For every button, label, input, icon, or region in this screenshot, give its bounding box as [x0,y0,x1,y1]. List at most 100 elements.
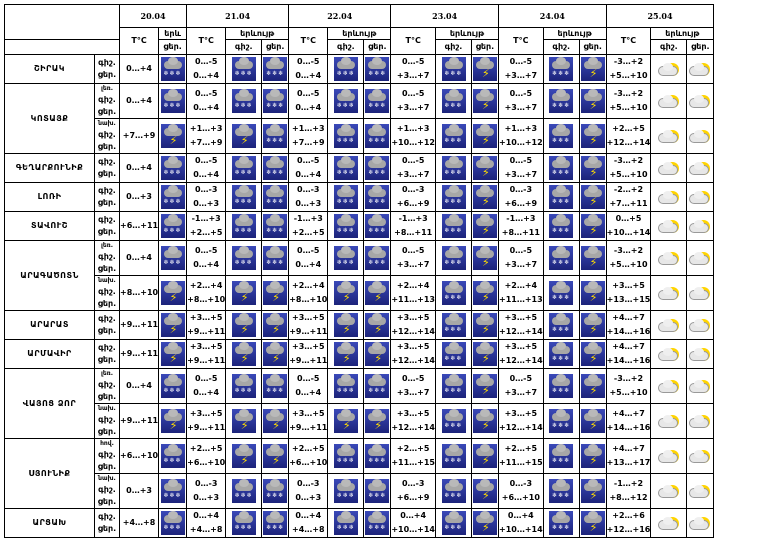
sun-cloud-icon [656,246,681,270]
temperature-value: +4…+8 [292,525,325,534]
temperature-value: +12…+14 [499,327,543,336]
weather-icon-cell: ❄❄❄ [435,403,472,439]
snow-cloud-icon: ❄❄❄ [231,214,256,238]
temperature-value: +3…+7 [396,260,430,269]
weather-icon-cell [686,153,715,183]
thunderstorm-icon: ⚡ [580,185,605,209]
night-label: գիշ. [98,215,116,224]
snow-cloud-icon: ❄❄❄ [231,246,256,270]
temperature-cell: +3…+5 +12…+14 [390,339,436,369]
temperature-value: +12…+14 [391,356,435,365]
thunderstorm-icon: ⚡ [231,281,256,305]
temperature-value: +3…+7 [396,71,430,80]
weather-icon-cell [650,83,688,119]
temperature-value: +10…+14 [391,525,435,534]
temperature-cell: 0…-5 0…+4 [288,153,329,183]
weather-icon-cell: ❄❄❄ [363,240,392,276]
day-subheader: ցեր. [471,39,499,55]
weather-icon-cell: ⚡ [578,118,607,154]
temperature-value: 0…-5 [509,374,533,383]
temperature-value: 0…-5 [401,374,425,383]
thunderstorm-icon: ⚡ [580,57,605,81]
weather-icon-cell: ⚡ [471,153,499,183]
sun-cloud-icon [688,479,713,503]
temperature-value: +2…+5 [189,228,223,237]
temperature-value: +10…+12 [499,138,543,147]
temperature-value: +4…+7 [612,342,645,351]
phenom-header: երևույթ [650,27,715,40]
thunderstorm-icon: ⚡ [473,57,497,81]
temperature-value: +3…+5 [189,313,223,322]
snow-cloud-icon: ❄❄❄ [441,511,466,535]
day-night-label: լեռ. գիշ. ցեր. [94,240,120,276]
weather-icon-cell [686,368,715,404]
temperature-cell: 0…-5 +3…+7 [498,153,544,183]
temperature-value: +4…+8 [122,518,156,527]
weather-icon-cell: ❄❄❄ [261,118,290,154]
temperature-value: +1…+3 [396,124,430,133]
phenom-header: երև [158,27,188,40]
temperature-value: +2…+5 [292,228,325,237]
weather-icon-cell: ❄❄❄ [158,83,188,119]
temperature-value: 0…-5 [297,374,320,383]
sun-cloud-icon [656,342,681,366]
snow-cloud-icon: ❄❄❄ [365,374,390,398]
temperature-cell: 0…+4 +4…+8 [288,508,329,538]
temperature-value: 0…+4 [295,71,322,80]
snow-cloud-icon: ❄❄❄ [441,185,466,209]
temperature-cell: -2…+2 +7…+11 [605,182,652,212]
temp-header: T°C [186,27,227,55]
night-label: գիշ. [98,415,116,424]
night-subheader: գիշ. [542,39,580,55]
snow-cloud-icon: ❄❄❄ [549,444,574,468]
thunderstorm-icon: ⚡ [365,409,390,433]
sun-cloud-icon [656,313,681,337]
temperature-value: 0…+4 [193,388,220,397]
date-header: 23.04 [390,4,499,28]
region-name: ՍՅՈՒՆԻՔ [4,438,95,509]
temperature-value: 0…-3 [297,479,320,488]
forecast-row: ԱՐՄԱՎԻՐ գիշ. ցեր. +9…+11 ⚡ +3…+5 +9…+11 ⚡ ⚡ +3…+5… [4,339,741,369]
temp-header: T°C [118,27,160,55]
weather-icon-cell [650,339,688,369]
temperature-cell: +1…+3 +7…+9 [186,118,227,154]
weather-icon-cell: ❄❄❄ [363,54,392,84]
temperature-cell: +3…+5 +13…+15 [605,275,652,311]
temperature-cell: 0…-3 +6…+10 [498,473,544,509]
temperature-cell: 0…+4 [118,54,160,84]
weather-icon-cell: ⚡ [225,118,263,154]
weather-icon-cell: ⚡ [471,403,499,439]
weather-icon-cell: ❄❄❄ [158,473,188,509]
weather-icon-cell: ❄❄❄ [225,211,263,241]
thunderstorm-icon: ⚡ [580,124,605,148]
thunderstorm-icon: ⚡ [473,281,497,305]
temperature-value: 0…+4 [295,260,322,269]
day-night-label: գիշ. ցեր. [94,182,120,212]
temperature-value: +3…+5 [396,342,430,351]
temperature-value: 0…-3 [509,185,533,194]
temperature-cell: 0…-3 +6…+9 [498,182,544,212]
temperature-cell: -3…+2 +5…+10 [605,153,652,183]
thunderstorm-icon: ⚡ [473,374,497,398]
snow-cloud-icon: ❄❄❄ [231,185,256,209]
day-night-label: նախ. գիշ. ցեր. [94,275,120,311]
weather-icon-cell: ❄❄❄ [363,211,392,241]
day-label: ցեր. [97,497,117,506]
temperature-value: 0…-5 [194,246,218,255]
temp-header: T°C [288,27,329,55]
temperature-value: +10…+14 [499,525,543,534]
weather-icon-cell: ⚡ [578,240,607,276]
temperature-value: -3…+2 [613,156,644,165]
day-subheader: ցեր. [686,39,715,55]
day-label: ցեր. [97,107,117,116]
weather-icon-cell: ⚡ [471,473,499,509]
thunderstorm-icon: ⚡ [160,124,185,148]
snow-cloud-icon: ❄❄❄ [333,156,358,180]
weather-icon-cell [650,508,688,538]
thunderstorm-icon: ⚡ [580,281,605,305]
temperature-value: +5…+10 [609,71,648,80]
temperature-value: 0…+4 [193,71,220,80]
date-header: 24.04 [498,4,607,28]
thunderstorm-icon: ⚡ [580,313,605,337]
weather-icon-cell: ❄❄❄ [542,339,580,369]
